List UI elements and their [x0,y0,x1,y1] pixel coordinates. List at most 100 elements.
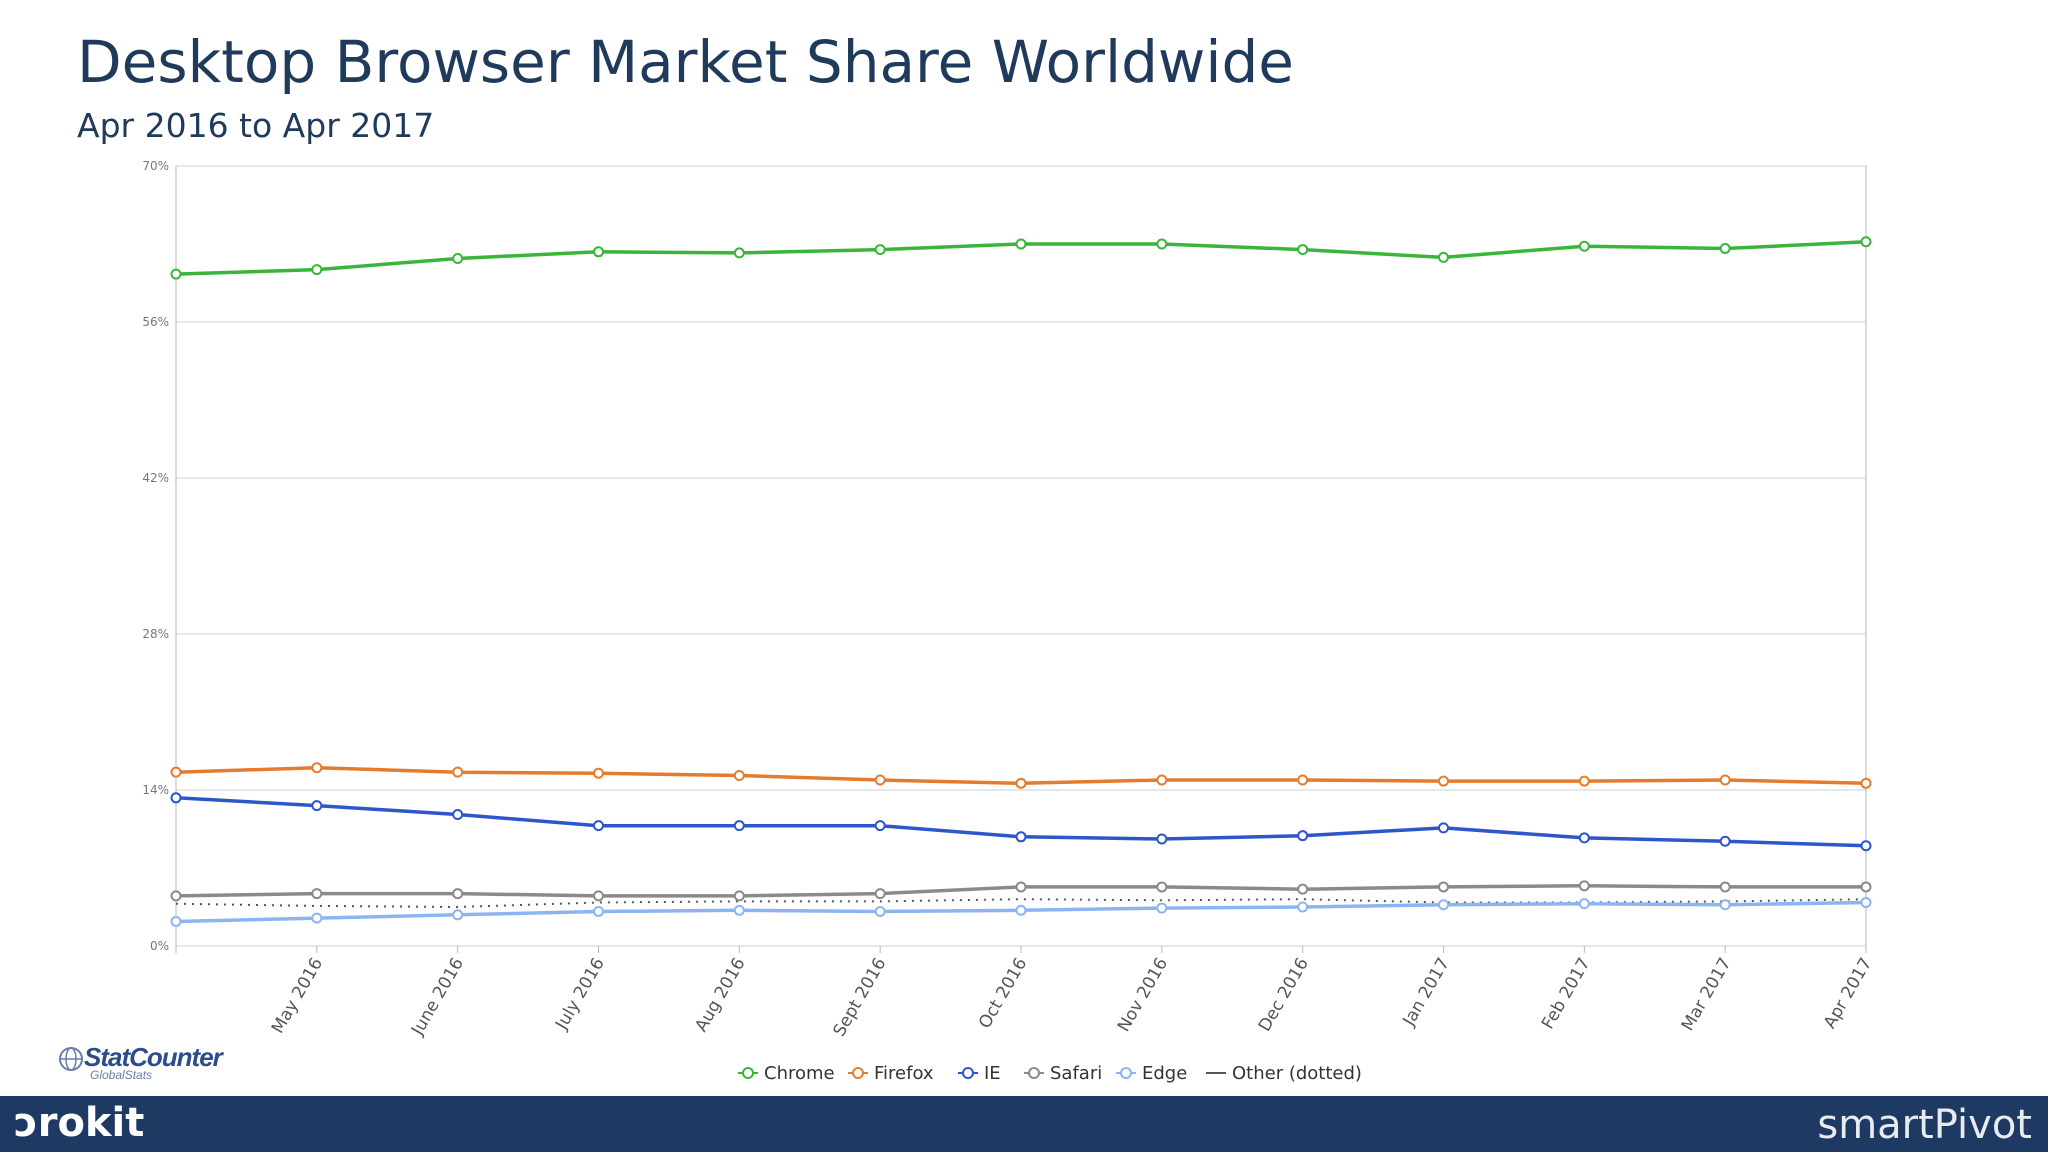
data-point-safari[interactable] [1860,881,1872,893]
data-point-ie[interactable] [1860,840,1872,852]
data-point-safari[interactable] [1297,883,1309,895]
data-point-firefox[interactable] [1860,777,1872,789]
page-title: Desktop Browser Market Share Worldwide [77,28,1294,96]
legend-label: Other (dotted) [1232,1063,1362,1084]
data-point-safari[interactable] [452,888,464,900]
data-point-safari[interactable] [1156,881,1168,893]
data-point-chrome[interactable] [1578,240,1590,252]
smartpivot-logo: smartPivot [1817,1102,2032,1148]
data-point-chrome[interactable] [1719,242,1731,254]
data-point-ie[interactable] [1297,830,1309,842]
data-point-firefox[interactable] [1297,774,1309,786]
x-tick-label: Oct 2016 [975,955,1031,1033]
statcounter-logo: StatCounter GlobalStats [58,1040,258,1086]
data-point-edge[interactable] [593,905,604,917]
y-tick-label: 70% [142,159,169,173]
data-point-firefox[interactable] [1719,774,1731,786]
data-point-firefox[interactable] [311,762,323,774]
x-tick-label: Mar 2017 [1678,955,1736,1035]
data-point-edge[interactable] [1297,901,1309,913]
data-point-chrome[interactable] [1297,244,1309,256]
legend-item-other-dotted[interactable]: Other (dotted) [1206,1063,1362,1084]
legend-marker [852,1067,864,1079]
data-point-edge[interactable] [311,912,323,924]
data-point-firefox[interactable] [1578,775,1590,787]
x-tick-label: Sept 2016 [829,955,890,1041]
statcounter-logo-subtext: GlobalStats [90,1068,153,1082]
rokit-swirl-icon: ↄ [14,1100,38,1146]
data-point-ie[interactable] [593,820,604,832]
data-point-firefox[interactable] [593,767,604,779]
data-point-chrome[interactable] [1860,236,1872,248]
data-point-chrome[interactable] [452,252,464,264]
data-point-edge[interactable] [1578,898,1590,910]
chart-legend[interactable]: Chrome Firefox IE Safari Edge Other (dotted) [738,1063,1362,1084]
data-point-ie[interactable] [1578,832,1590,844]
legend-item-safari[interactable]: Safari [1024,1063,1102,1084]
y-tick-label: 0% [150,939,169,953]
data-point-safari[interactable] [874,888,886,900]
data-point-safari[interactable] [1438,881,1449,893]
data-point-chrome[interactable] [1438,251,1449,263]
data-point-edge[interactable] [874,905,886,917]
data-point-safari[interactable] [1578,880,1590,892]
data-point-edge[interactable] [170,915,182,927]
data-point-firefox[interactable] [170,766,182,778]
data-point-safari[interactable] [170,890,182,902]
statcounter-logo-text: StatCounter [84,1042,223,1072]
legend-item-chrome[interactable]: Chrome [738,1063,835,1084]
x-tick-label: Apr 2017 [1820,955,1876,1033]
data-point-ie[interactable] [733,820,745,832]
x-tick-label: July 2016 [551,955,608,1034]
legend-item-ie[interactable]: IE [958,1063,1001,1084]
data-point-firefox[interactable] [874,774,886,786]
data-point-chrome[interactable] [593,246,604,258]
data-point-edge[interactable] [733,904,745,916]
y-tick-label: 42% [142,471,169,485]
data-point-chrome[interactable] [311,264,323,276]
data-point-edge[interactable] [1015,904,1027,916]
data-point-edge[interactable] [452,909,464,921]
data-point-firefox[interactable] [452,766,464,778]
data-point-ie[interactable] [1156,833,1168,845]
data-point-firefox[interactable] [1438,775,1449,787]
legend-label: Firefox [874,1063,934,1084]
data-point-ie[interactable] [1719,835,1731,847]
data-point-ie[interactable] [1438,822,1449,834]
data-point-ie[interactable] [311,800,323,812]
data-point-edge[interactable] [1156,902,1168,914]
page-subtitle: Apr 2016 to Apr 2017 [77,106,435,145]
y-tick-label: 56% [142,315,169,329]
y-tick-label: 28% [142,627,169,641]
data-point-safari[interactable] [1015,881,1027,893]
data-point-edge[interactable] [1719,899,1731,911]
data-point-ie[interactable] [170,792,182,804]
data-point-safari[interactable] [311,888,323,900]
data-point-chrome[interactable] [874,244,886,256]
data-point-safari[interactable] [1719,881,1731,893]
data-point-chrome[interactable] [1015,238,1027,250]
data-point-firefox[interactable] [733,770,745,782]
data-point-ie[interactable] [874,820,886,832]
data-point-safari[interactable] [733,890,745,902]
data-point-safari[interactable] [593,890,604,902]
legend-label: Edge [1142,1063,1187,1084]
legend-marker [1120,1067,1132,1079]
data-point-ie[interactable] [452,809,464,821]
legend-item-firefox[interactable]: Firefox [848,1063,934,1084]
legend-label: Safari [1050,1063,1102,1084]
x-tick-label: June 2016 [407,955,468,1040]
data-point-ie[interactable] [1015,831,1027,843]
data-point-firefox[interactable] [1156,774,1168,786]
footer-bar: ↄrokit smartPivot [0,1096,2048,1152]
data-point-chrome[interactable] [170,268,182,280]
legend-item-edge[interactable]: Edge [1116,1063,1187,1084]
data-point-chrome[interactable] [733,247,745,259]
globe-icon [59,1047,83,1071]
data-point-chrome[interactable] [1156,238,1168,250]
chart-gridlines [175,165,1867,947]
data-point-edge[interactable] [1438,899,1449,911]
data-point-edge[interactable] [1860,897,1872,909]
data-point-firefox[interactable] [1015,777,1027,789]
x-tick-label: Feb 2017 [1538,955,1595,1033]
